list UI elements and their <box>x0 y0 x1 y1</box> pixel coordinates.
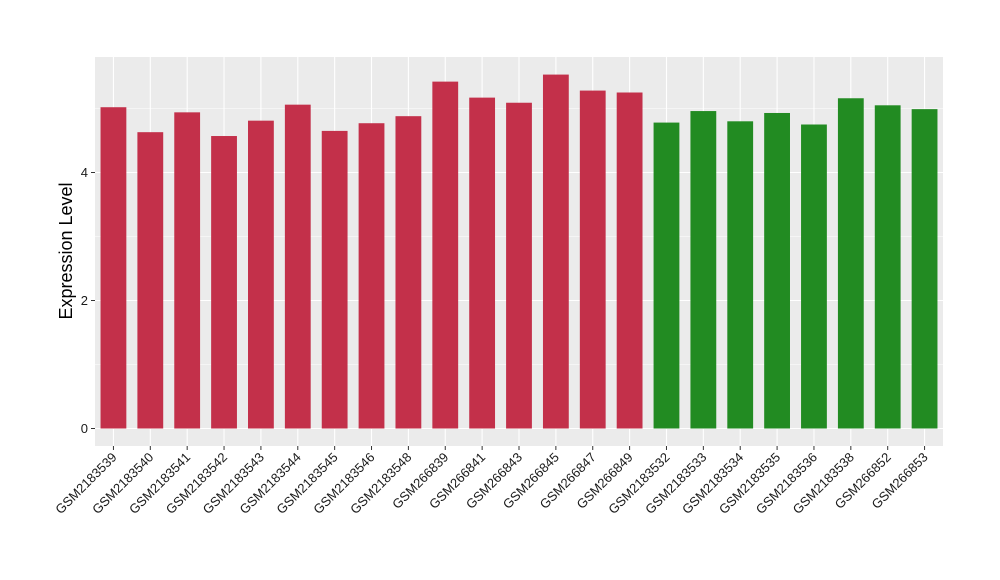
y-axis-title: Expression Level <box>56 182 76 319</box>
bar-gsm2183535 <box>764 112 790 429</box>
bar-gsm266852 <box>874 105 901 429</box>
bar-gsm266849 <box>616 92 643 429</box>
bar-gsm266845 <box>542 74 569 429</box>
bar-gsm2183543 <box>248 120 274 429</box>
bar-gsm266841 <box>469 97 496 429</box>
bar-gsm2183540 <box>137 132 164 429</box>
bar-gsm266847 <box>579 90 606 429</box>
bar-gsm2183534 <box>727 121 754 429</box>
x-axis: GSM2183539GSM2183540GSM2183541GSM2183542… <box>52 446 931 517</box>
bar-gsm2183545 <box>321 130 348 429</box>
bar-gsm2183536 <box>801 124 827 429</box>
bar-gsm2183548 <box>395 116 422 429</box>
bar-gsm266843 <box>506 102 532 429</box>
bar-gsm266853 <box>911 109 938 429</box>
bar-gsm266839 <box>432 81 459 429</box>
bar-gsm2183544 <box>284 104 311 429</box>
bar-gsm2183532 <box>653 122 680 429</box>
y-axis: 0 2 4 <box>81 165 95 436</box>
bar-gsm2183538 <box>837 98 864 429</box>
bar-gsm2183539 <box>100 107 127 429</box>
bars <box>100 74 938 429</box>
y-tick-label: 0 <box>81 421 88 436</box>
bar-gsm2183542 <box>211 136 237 429</box>
y-tick-label: 2 <box>81 293 88 308</box>
bar-gsm2183533 <box>690 111 717 429</box>
bar-gsm2183546 <box>358 123 385 429</box>
bar-gsm2183541 <box>174 112 201 429</box>
y-tick-label: 4 <box>81 165 88 180</box>
